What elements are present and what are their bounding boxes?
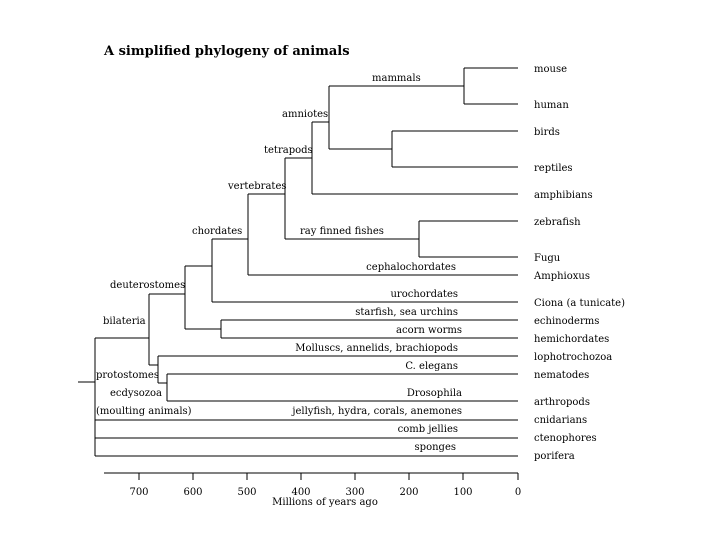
axis-tick-label: 500: [237, 487, 256, 498]
taxon-ctenophores: ctenophores: [534, 433, 597, 444]
axis-tick-label: 200: [399, 487, 418, 498]
clade-amniotes: amniotes: [282, 109, 328, 120]
label-cephalochordates: cephalochordates: [366, 262, 456, 273]
label-c-elegans: C. elegans: [405, 361, 458, 372]
clade-deuterostomes: deuterostomes: [110, 280, 185, 291]
label-comb-jellies: comb jellies: [398, 424, 458, 435]
clade-vertebrates: vertebrates: [227, 181, 287, 192]
axis-tick-label: 300: [345, 487, 364, 498]
taxon-cnidarians: cnidarians: [534, 415, 587, 426]
figure-title: A simplified phylogeny of animals: [104, 44, 350, 59]
axis-tick-label: 0: [515, 487, 521, 498]
time-axis: 700 600 500 400 300 200 100 0 Millions o…: [104, 472, 521, 508]
taxon-birds: birds: [534, 127, 560, 138]
clade-protostomes: protostomes: [96, 370, 159, 381]
label-acorn-worms: acorn worms: [396, 325, 462, 336]
clade-moulting-note: (moulting animals): [96, 406, 192, 417]
taxon-ciona: Ciona (a tunicate): [534, 298, 625, 309]
clade-tetrapods: tetrapods: [264, 145, 313, 156]
taxon-human: human: [534, 100, 569, 111]
clade-chordates: chordates: [192, 226, 242, 237]
clade-bilateria: bilateria: [103, 316, 146, 327]
taxon-porifera: porifera: [534, 451, 575, 462]
axis-tick-label: 400: [291, 487, 310, 498]
clade-ecdysozoa: ecdysozoa: [110, 388, 162, 399]
taxon-zebrafish: zebrafish: [534, 217, 581, 228]
axis-tick-label: 100: [453, 487, 472, 498]
taxon-amphibians: amphibians: [534, 190, 593, 201]
taxon-echinoderms: echinoderms: [534, 316, 599, 327]
label-urochordates: urochordates: [390, 289, 458, 300]
taxon-amphioxus: Amphioxus: [533, 271, 590, 282]
label-molluscs: Molluscs, annelids, brachiopods: [295, 343, 458, 354]
taxon-nematodes: nematodes: [534, 370, 589, 381]
label-drosophila: Drosophila: [407, 388, 462, 399]
taxon-reptiles: reptiles: [534, 163, 573, 174]
label-ray-finned-fishes: ray finned fishes: [300, 226, 384, 237]
axis-tick-label: 600: [183, 487, 202, 498]
clade-mammals: mammals: [372, 73, 421, 84]
taxon-fugu: Fugu: [534, 253, 561, 264]
label-jellyfish: jellyfish, hydra, corals, anemones: [291, 406, 462, 417]
taxon-labels: mouse human birds reptiles amphibians ze…: [533, 64, 625, 462]
label-starfish: starfish, sea urchins: [355, 307, 458, 318]
taxon-lophotrochozoa: lophotrochozoa: [534, 352, 612, 363]
taxon-mouse: mouse: [534, 64, 567, 75]
branch-labels: ray finned fishes cephalochordates uroch…: [291, 226, 462, 453]
tree-branches: [78, 67, 518, 457]
axis-tick-label: 700: [129, 487, 148, 498]
taxon-hemichordates: hemichordates: [534, 334, 609, 345]
taxon-arthropods: arthropods: [534, 397, 590, 408]
clade-labels: mammals amniotes tetrapods vertebrates c…: [96, 73, 421, 417]
label-sponges: sponges: [415, 442, 456, 453]
axis-title: Millions of years ago: [272, 497, 378, 508]
